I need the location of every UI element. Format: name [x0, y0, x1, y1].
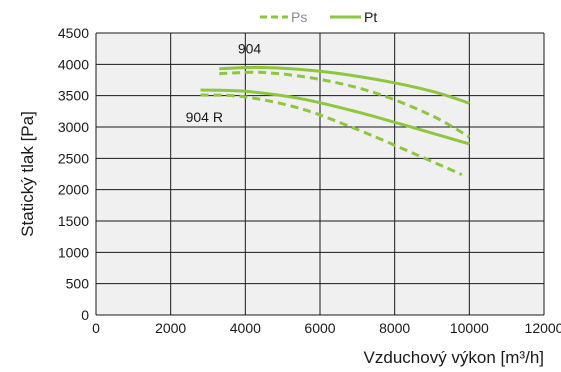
x-axis-title: Vzduchový výkon [m³/h]	[364, 348, 544, 367]
curve-annotation: 904 R	[186, 109, 223, 125]
y-tick-label: 3000	[58, 119, 89, 135]
x-tick-label: 12000	[525, 320, 561, 336]
x-tick-label: 4000	[230, 320, 261, 336]
y-tick-label: 500	[66, 276, 90, 292]
x-tick-labels: 0 2000 4000 6000 8000 10000 12000	[92, 320, 561, 336]
series-line-904-r-pt	[200, 88, 470, 146]
y-tick-label: 0	[81, 307, 89, 323]
y-tick-label: 1500	[58, 213, 89, 229]
y-tick-label: 4000	[58, 56, 89, 72]
x-tick-label: 8000	[379, 320, 410, 336]
x-tick-label: 6000	[304, 320, 335, 336]
x-tick-label: 0	[92, 320, 100, 336]
y-tick-label: 1000	[58, 244, 89, 260]
grid-lines	[95, 32, 545, 316]
x-tick-label: 2000	[155, 320, 186, 336]
series-line-904-ps	[219, 70, 471, 139]
legend-label-ps: Ps	[291, 9, 307, 25]
y-tick-label: 2500	[58, 150, 89, 166]
curve-annotation: 904	[238, 41, 262, 57]
legend: Ps Pt	[260, 9, 377, 25]
series-line-904-pt	[219, 65, 470, 105]
x-tick-label: 10000	[450, 320, 489, 336]
curve-annotations: 904 904 R	[186, 41, 262, 125]
y-axis-title: Statický tlak [Pa]	[18, 111, 37, 237]
legend-label-pt: Pt	[364, 9, 377, 25]
y-tick-label: 3500	[58, 88, 89, 104]
series-layer	[200, 65, 471, 177]
series-line-904-r-ps	[200, 93, 463, 177]
y-tick-label: 2000	[58, 182, 89, 198]
y-tick-label: 4500	[58, 25, 89, 41]
y-tick-labels: 0 500 1000 1500 2000 2500 3000 3500 4000 4500	[58, 25, 89, 323]
